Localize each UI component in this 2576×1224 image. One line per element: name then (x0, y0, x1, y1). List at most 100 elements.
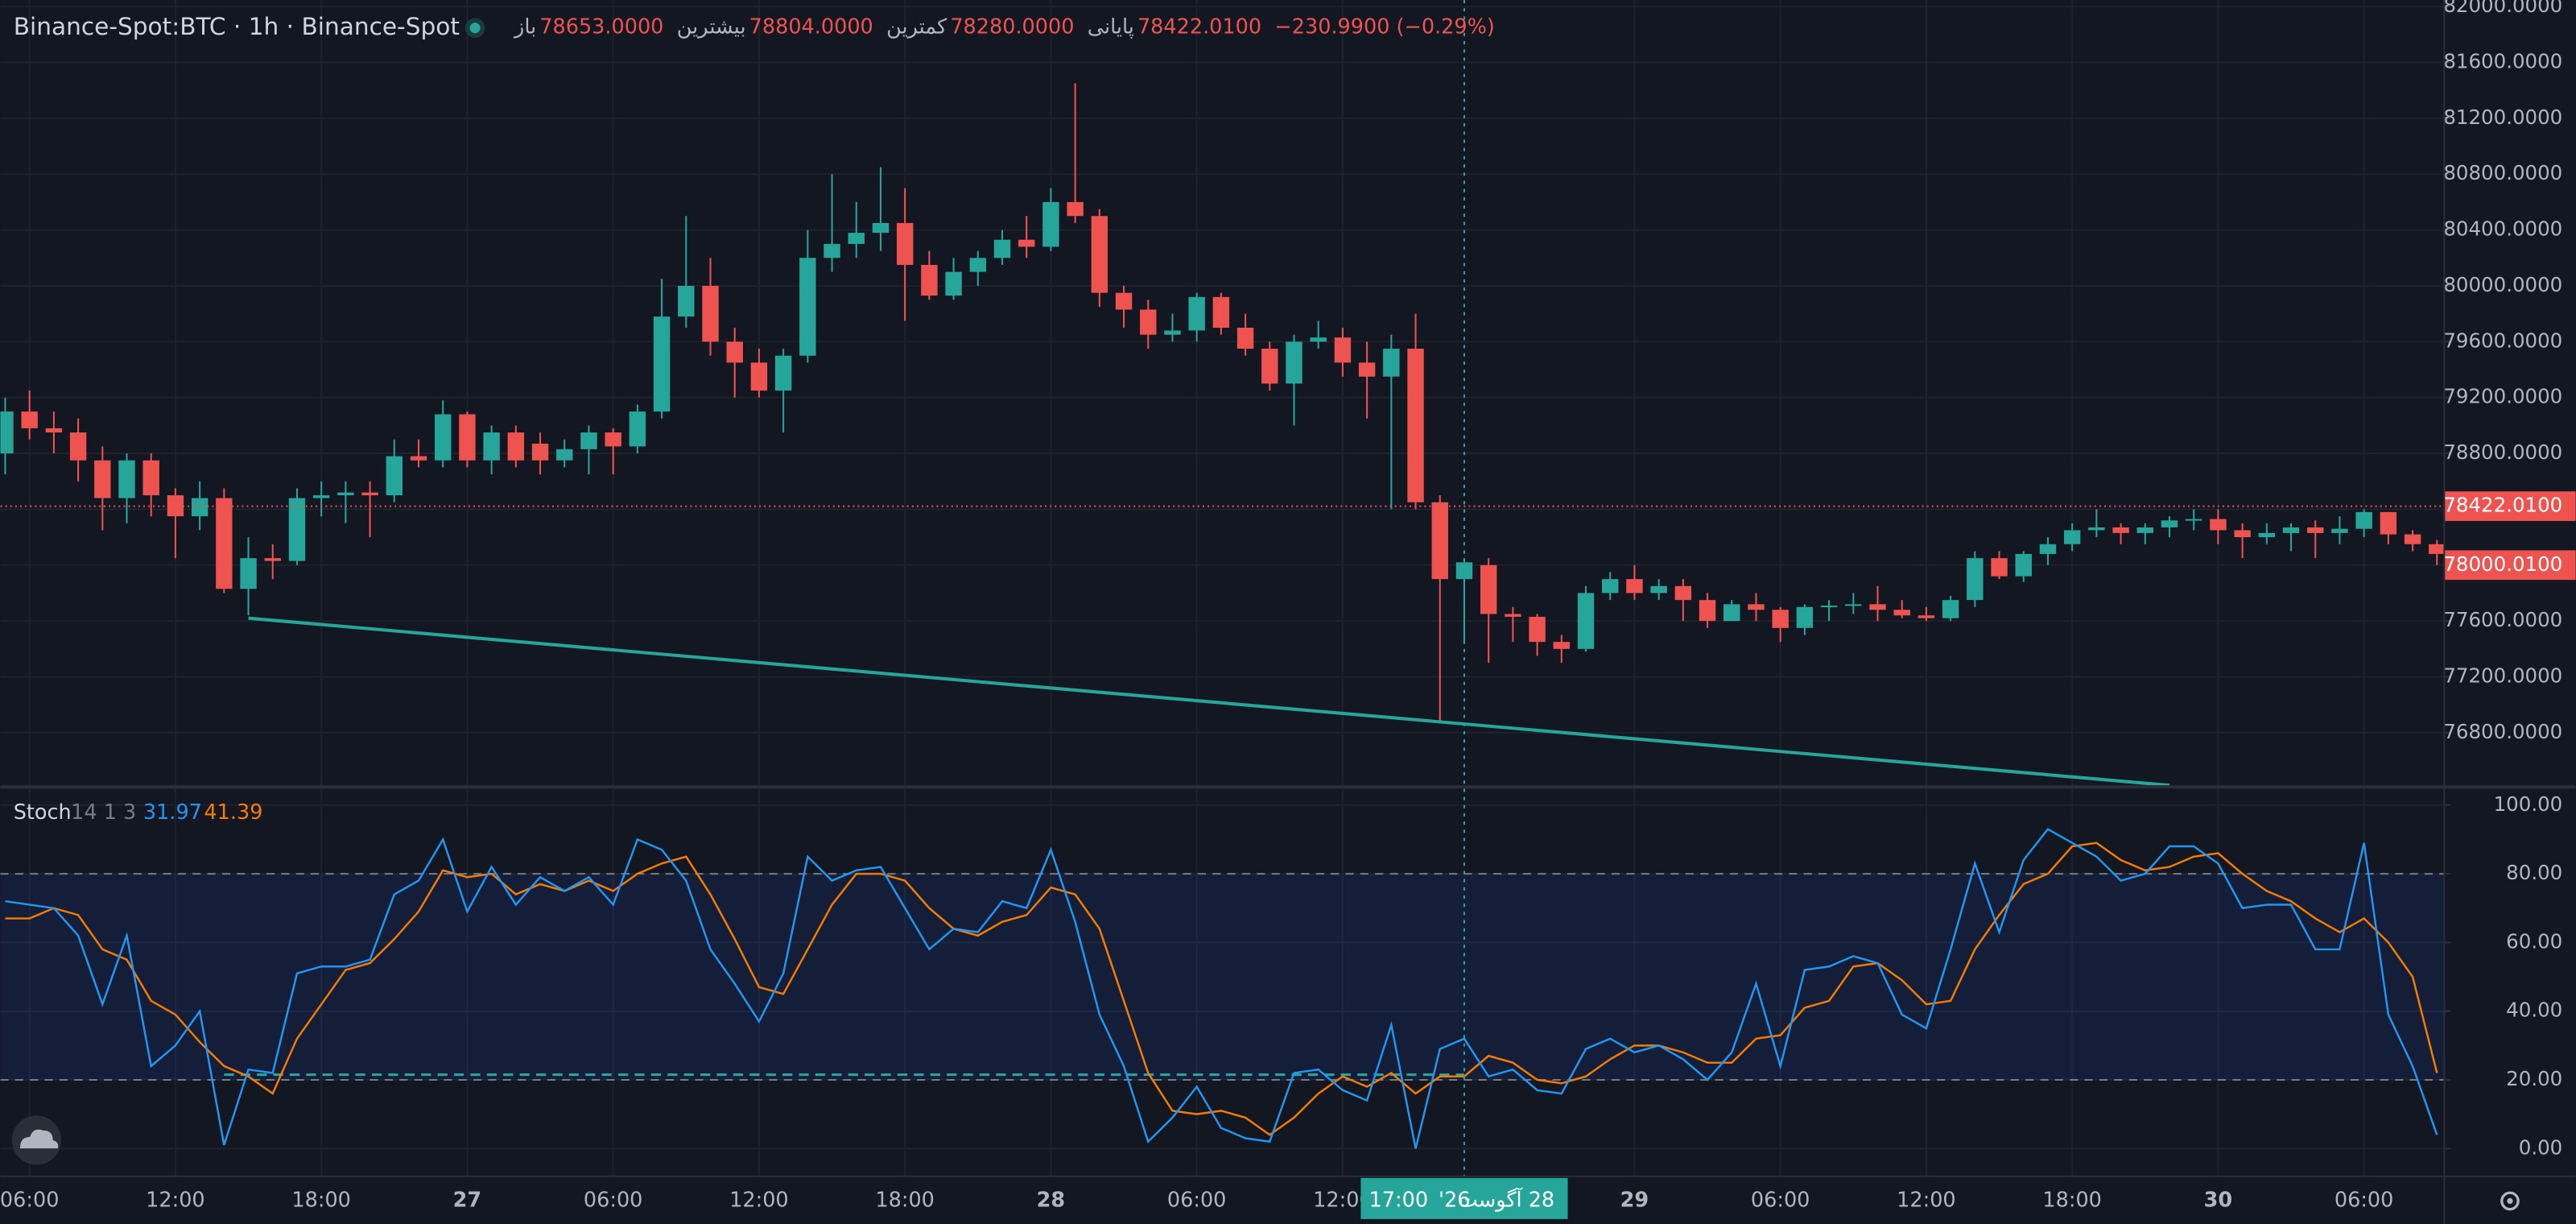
candle-body (94, 460, 111, 498)
candle-body (1018, 239, 1035, 247)
stoch-line (5, 842, 2438, 1136)
y-tick-label: 80400.0000 (2443, 217, 2562, 241)
legend-value: 78653.0000 (539, 15, 663, 39)
candle-body (556, 449, 573, 461)
candle-body (1358, 362, 1376, 377)
candle-body (191, 498, 208, 517)
candle-body (1796, 606, 1814, 628)
candle-body (653, 316, 671, 412)
candle-body (945, 271, 962, 296)
candle-body (1091, 216, 1108, 293)
y-tick-label: 0.00 (2519, 1135, 2562, 1159)
y-tick-label: 77600.0000 (2443, 608, 2562, 631)
candle-body (1188, 296, 1205, 331)
price-label: 78422.0100 (2443, 494, 2562, 517)
candle-body (1529, 616, 1546, 643)
chart-title: Binance-Spot:BTC · 1h · Binance-Spot (14, 13, 460, 40)
candle-body (2404, 534, 2421, 544)
candle-body (459, 414, 476, 461)
y-tick-label: 20.00 (2506, 1067, 2562, 1090)
candle-body (142, 460, 159, 496)
legend-value: 78280.0000 (950, 15, 1074, 39)
candle-body (240, 558, 257, 589)
candle-body (2429, 544, 2445, 554)
candle-body (2355, 511, 2372, 529)
band (0, 874, 2445, 1080)
candle-body (531, 443, 549, 461)
candle-body (1577, 593, 1595, 649)
candle-body (410, 456, 427, 461)
candle-body (1748, 604, 1765, 610)
candle-body (1067, 201, 1084, 217)
y-tick-label: 82000.0000 (2443, 0, 2562, 17)
candle-body (1893, 610, 1910, 616)
y-tick-label: 40.00 (2506, 999, 2562, 1022)
candle-body (580, 432, 597, 449)
x-tick-label: 18:00 (2042, 1188, 2101, 1212)
candle-body (2258, 532, 2276, 538)
legend-label: باز (513, 15, 536, 39)
candle-body (1626, 579, 1643, 593)
indicator-title: Stoch (14, 800, 72, 825)
candle-body (483, 432, 500, 461)
x-tick-label: 29 (1620, 1188, 1649, 1212)
x-tick-label: 06:00 (1751, 1188, 1810, 1212)
candle-body (1772, 610, 1789, 628)
candle-body (1942, 600, 1959, 618)
legend-label: بیشترین (677, 15, 746, 39)
status-dot (469, 23, 481, 34)
candle-body (435, 414, 452, 461)
candle-body (1334, 337, 1352, 363)
candle-body (993, 239, 1011, 258)
candle-body (2234, 530, 2251, 538)
indicator-params: 14 1 3 (71, 800, 136, 825)
logo[interactable] (11, 1115, 61, 1165)
x-tick-label: 06:00 (2334, 1188, 2394, 1212)
candle-body (1674, 585, 1692, 601)
price-label: 78000.0100 (2443, 552, 2562, 576)
legend-label: کمترین (886, 15, 947, 39)
candle-body (2210, 519, 2227, 531)
candle-body (2088, 527, 2105, 531)
candle-body (1699, 600, 1716, 622)
candle-body (1918, 615, 1935, 618)
candle-body (848, 233, 865, 244)
price-label-bg (2444, 550, 2576, 581)
candle-body (45, 428, 63, 433)
candle-body (799, 258, 816, 356)
y-tick-label: 81200.0000 (2443, 105, 2562, 129)
candle-body (1407, 349, 1424, 502)
candle-body (726, 341, 743, 363)
candle-body (1310, 337, 1327, 342)
x-tick-label: 12:00 (146, 1188, 205, 1212)
candle-body (2063, 530, 2081, 544)
candle-body (312, 495, 330, 498)
candle-body (1164, 330, 1181, 335)
y-tick-label: 81600.0000 (2443, 50, 2562, 73)
x-tick-label: 28 (1037, 1188, 1066, 1212)
indicator-value: 31.97 (143, 800, 202, 825)
y-tick-label: 80800.0000 (2443, 161, 2562, 184)
crosshair-date: 28 آگوست (1459, 1187, 1554, 1212)
legend-value: 78804.0000 (749, 15, 873, 39)
stoch-line (5, 828, 2438, 1149)
candle-body (21, 411, 38, 428)
candle-body (629, 411, 646, 447)
candle-body (1286, 341, 1302, 384)
candle-body (1140, 309, 1157, 335)
y-tick-label: 80000.0000 (2443, 273, 2562, 296)
candle-body (921, 264, 938, 296)
candle-body (824, 243, 840, 258)
crosshair-year: '26 (1439, 1188, 1470, 1212)
x-tick-label: 06:00 (0, 1188, 59, 1212)
candle-body (1650, 585, 1667, 593)
candle-body (1845, 604, 1862, 606)
candle-body (872, 222, 890, 234)
candle-body (2307, 527, 2324, 533)
candle-body (702, 285, 719, 342)
candle-body (969, 258, 986, 272)
candle-body (288, 498, 306, 561)
candle-body (896, 222, 914, 265)
settings-button[interactable] (2500, 1191, 2520, 1211)
